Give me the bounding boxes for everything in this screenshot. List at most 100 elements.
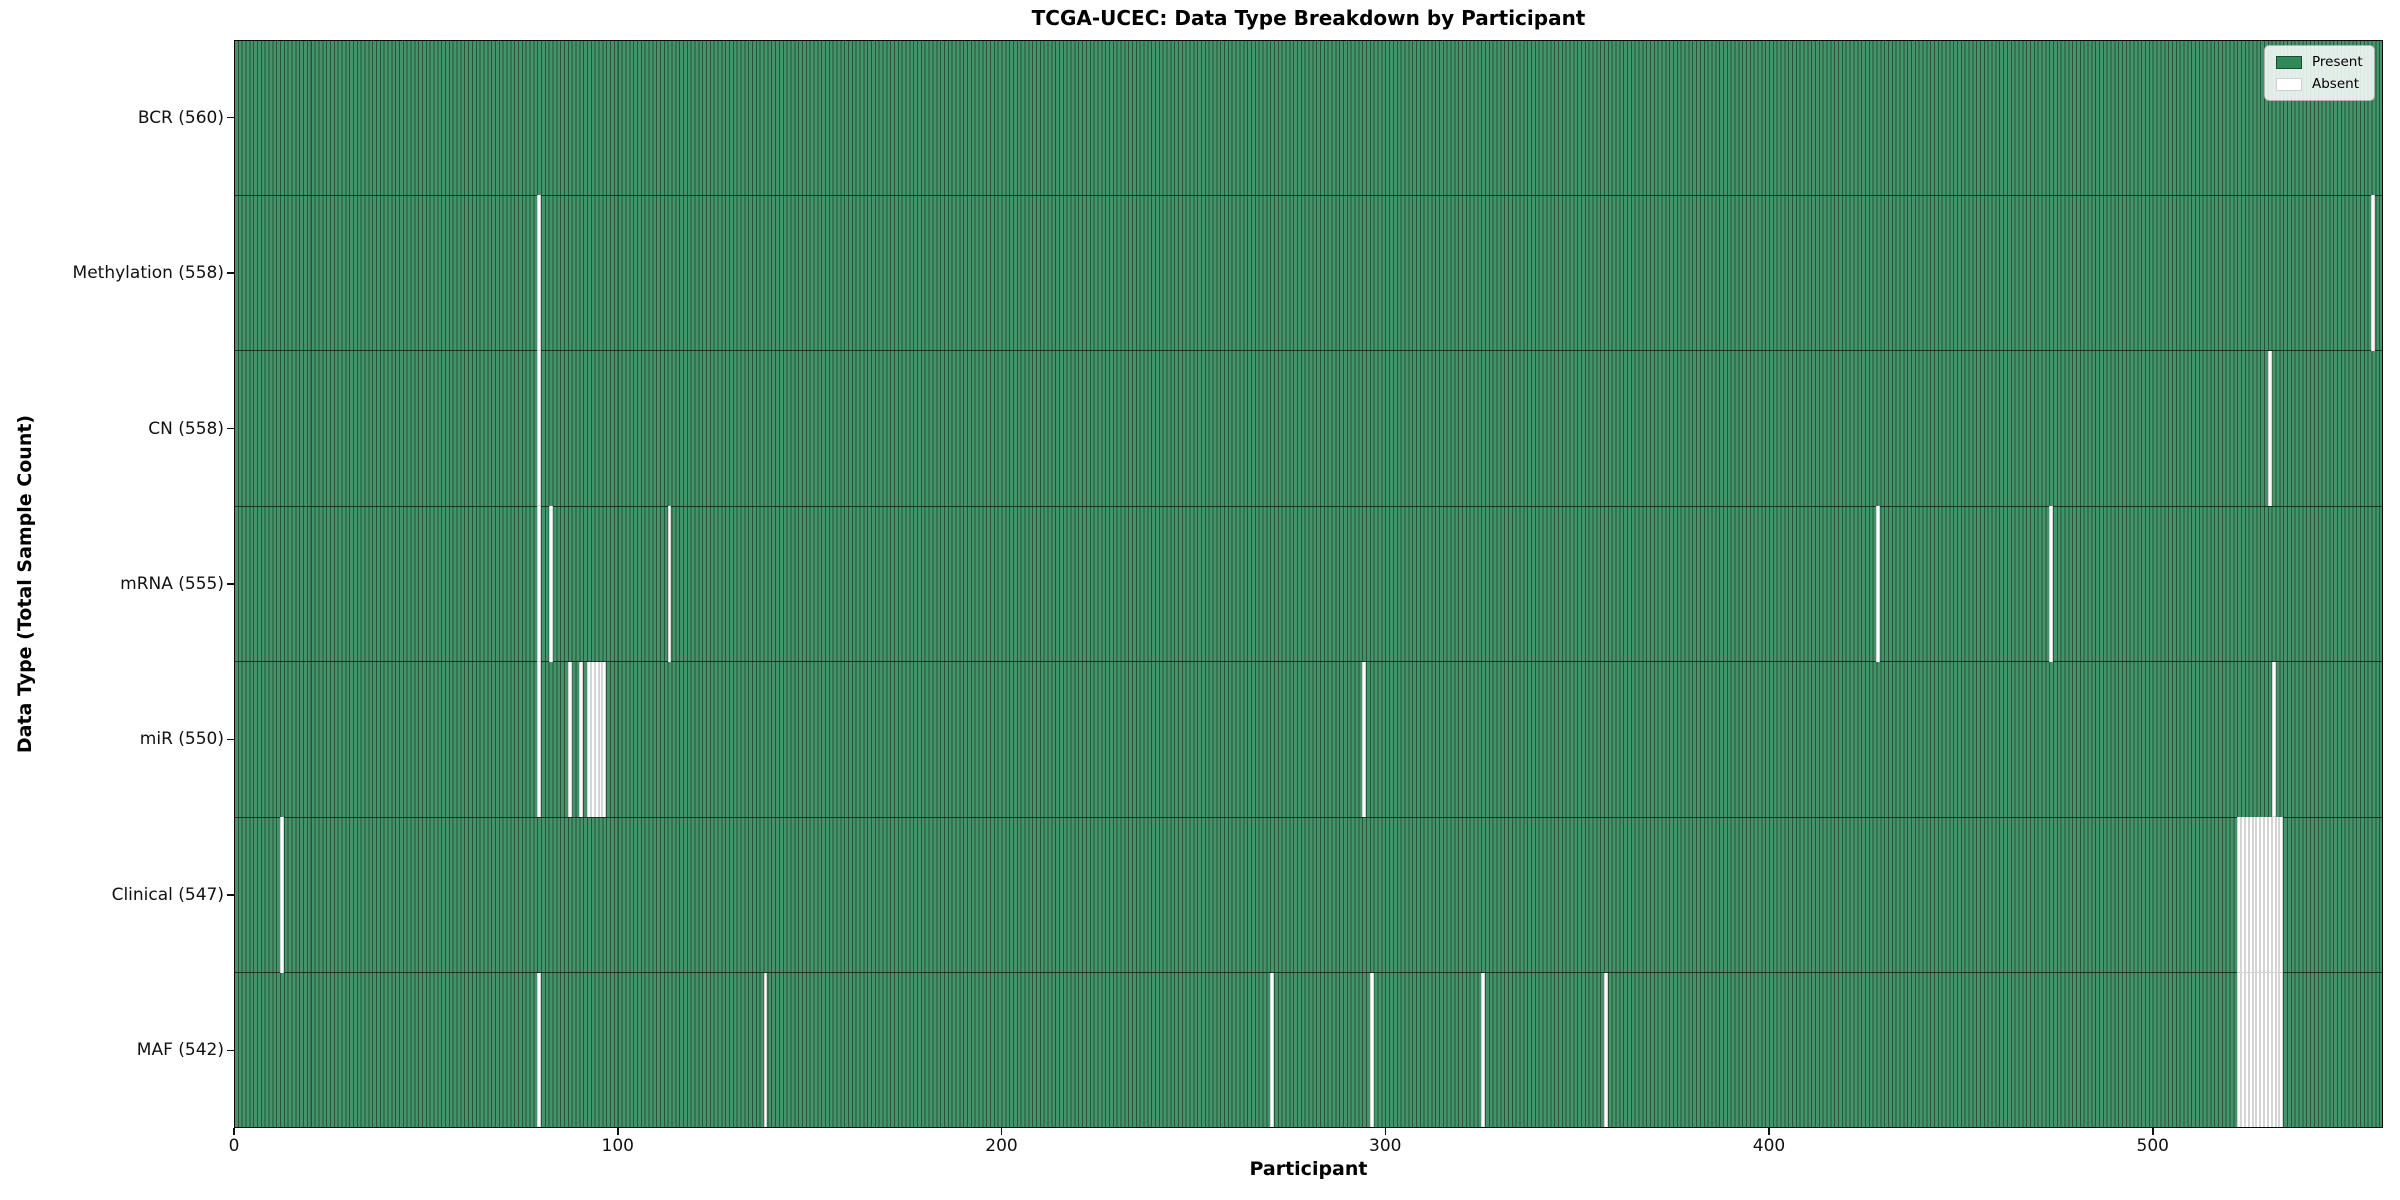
absent-mark-Clinical-526: [2252, 817, 2257, 973]
absent-mark-MAF-525: [2248, 971, 2253, 1128]
absent-mark-MAF-529: [2264, 971, 2268, 1128]
absent-mark-miR-294: [1362, 661, 1367, 818]
ytick-label-mRNA: mRNA (555): [120, 574, 224, 594]
legend-entry-present: Present: [2276, 54, 2363, 70]
xtick-label-300: 300: [1369, 1136, 1402, 1156]
absent-mark-Methylation-79: [537, 195, 541, 351]
absent-mark-Clinical-532: [2275, 817, 2280, 973]
absent-mark-MAF-138: [763, 972, 768, 1128]
xtick-mark-100: [617, 1128, 619, 1135]
row-BCR: [234, 40, 2383, 196]
row-miR: [234, 661, 2383, 818]
absent-mark-miR-93: [590, 661, 595, 818]
absent-mark-miR-92: [587, 661, 591, 818]
absent-mark-Clinical-529: [2264, 817, 2268, 973]
ytick-mark-BCR: [227, 116, 234, 119]
xtick-label-500: 500: [2136, 1136, 2169, 1156]
absent-mark-miR-96: [602, 661, 607, 818]
ytick-mark-MAF: [227, 1049, 234, 1052]
absent-mark-miR-94: [594, 661, 599, 818]
absent-mark-MAF-528: [2260, 971, 2265, 1128]
absent-mark-Clinical-533: [2279, 817, 2284, 973]
absent-mark-mRNA-82: [548, 506, 553, 662]
absent-mark-MAF-524: [2244, 971, 2249, 1128]
legend: Present Absent: [2264, 45, 2375, 101]
absent-mark-MAF-533: [2279, 971, 2284, 1128]
absent-mark-mRNA-79: [537, 505, 541, 662]
ytick-mark-Clinical: [227, 894, 234, 896]
ytick-label-BCR: BCR (560): [137, 107, 224, 128]
absent-mark-Clinical-531: [2271, 816, 2276, 973]
absent-mark-Clinical-522: [2237, 817, 2241, 973]
absent-mark-CN-79: [537, 349, 541, 507]
ytick-label-CN: CN (558): [148, 418, 224, 439]
row-divider: [234, 505, 2383, 507]
absent-mark-miR-87: [567, 661, 572, 818]
ytick-mark-miR: [227, 738, 234, 741]
absent-mark-MAF-522: [2237, 971, 2241, 1128]
row-divider: [234, 661, 2383, 663]
xtick-mark-0: [233, 1128, 235, 1135]
absent-mark-Clinical-524: [2244, 817, 2249, 973]
xtick-mark-500: [2152, 1128, 2154, 1135]
absent-mark-miR-531: [2271, 661, 2276, 818]
ytick-label-miR: miR (550): [139, 729, 224, 750]
absent-mark-MAF-523: [2241, 971, 2245, 1128]
legend-label-present: Present: [2312, 54, 2363, 70]
legend-swatch-present: [2276, 55, 2302, 69]
absent-mark-MAF-532: [2275, 971, 2280, 1128]
absent-mark-MAF-296: [1369, 972, 1374, 1128]
xtick-mark-300: [1384, 1128, 1386, 1135]
row-divider: [234, 350, 2383, 352]
chart-title: TCGA-UCEC: Data Type Breakdown by Partic…: [1031, 6, 1586, 30]
absent-mark-MAF-325: [1481, 972, 1486, 1128]
ytick-mark-mRNA: [227, 583, 234, 585]
absent-mark-miR-90: [579, 661, 584, 818]
xtick-label-200: 200: [985, 1136, 1018, 1156]
ytick-mark-Methylation: [227, 272, 234, 274]
row-divider: [234, 972, 2383, 974]
absent-mark-MAF-531: [2271, 971, 2276, 1128]
ytick-label-Clinical: Clinical (547): [111, 884, 224, 905]
absent-mark-mRNA-473: [2049, 506, 2053, 662]
absent-mark-Clinical-525: [2248, 817, 2253, 973]
xtick-label-0: 0: [228, 1136, 240, 1156]
absent-mark-miR-79: [537, 660, 541, 818]
legend-entry-absent: Absent: [2276, 76, 2363, 92]
absent-mark-Clinical-12: [280, 817, 284, 973]
legend-label-absent: Absent: [2312, 76, 2359, 92]
ytick-label-Methylation: Methylation (558): [72, 263, 224, 284]
plot-area: [234, 40, 2383, 1128]
absent-mark-Methylation-557: [2371, 195, 2376, 351]
absent-mark-MAF-526: [2252, 971, 2257, 1128]
absent-mark-Clinical-527: [2256, 817, 2261, 973]
row-divider: [234, 816, 2383, 818]
absent-mark-miR-95: [598, 661, 603, 818]
ytick-label-MAF: MAF (542): [136, 1040, 224, 1061]
ytick-mark-CN: [227, 427, 234, 430]
absent-mark-MAF-527: [2256, 971, 2261, 1128]
absent-mark-Clinical-528: [2260, 817, 2265, 973]
row-MAF: [234, 972, 2383, 1128]
row-Clinical: [234, 817, 2383, 973]
absent-mark-MAF-530: [2267, 971, 2272, 1128]
legend-swatch-absent: [2276, 77, 2302, 91]
row-Methylation: [234, 195, 2383, 351]
row-mRNA: [234, 506, 2383, 662]
absent-mark-mRNA-428: [1876, 506, 1881, 662]
absent-mark-Clinical-530: [2267, 817, 2272, 973]
absent-mark-MAF-270: [1270, 972, 1274, 1128]
row-divider: [234, 194, 2383, 196]
absent-mark-mRNA-113: [667, 506, 672, 662]
absent-mark-MAF-357: [1603, 972, 1608, 1128]
absent-mark-MAF-79: [537, 972, 541, 1128]
x-axis-label: Participant: [1249, 1158, 1368, 1180]
absent-mark-CN-530: [2267, 350, 2272, 507]
row-CN: [234, 350, 2383, 507]
xtick-mark-400: [1768, 1128, 1770, 1135]
absent-mark-Clinical-523: [2241, 817, 2245, 973]
xtick-mark-200: [1000, 1128, 1003, 1135]
xtick-label-400: 400: [1752, 1136, 1786, 1156]
xtick-label-100: 100: [601, 1136, 634, 1156]
